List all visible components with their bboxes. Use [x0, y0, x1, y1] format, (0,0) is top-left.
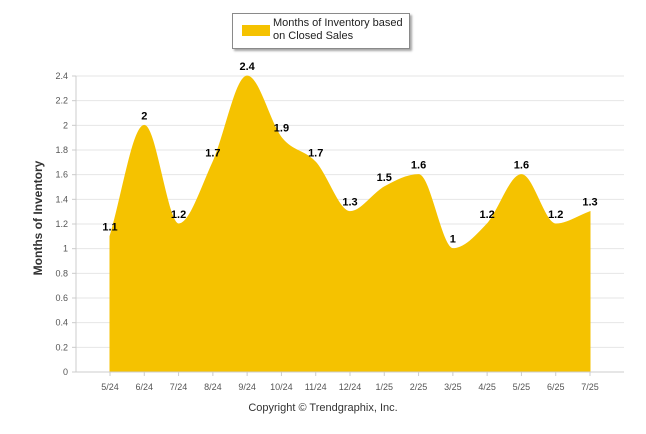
- data-label: 1.5: [377, 172, 392, 184]
- y-tick-label: 1.4: [55, 194, 68, 204]
- y-tick-label: 2: [63, 120, 68, 130]
- data-label: 1.1: [102, 221, 117, 233]
- x-tick-label: 1/25: [376, 382, 394, 392]
- legend-label: Months of Inventory based on Closed Sale…: [273, 17, 403, 42]
- y-tick-label: 1.2: [55, 219, 68, 229]
- data-label: 1.3: [342, 197, 357, 209]
- y-axis-title: Months of Inventory: [31, 160, 45, 276]
- axes: 0 0.2 0.4 0.6 0.8 1 1.2 1.4 1.6 1.8 2 2.2 2.4 5/24 6/2…: [55, 71, 624, 392]
- x-tick-label: 4/25: [478, 382, 496, 392]
- data-label: 1.6: [411, 160, 426, 172]
- legend-swatch: [242, 25, 270, 36]
- y-tick-label: 2.4: [55, 71, 68, 81]
- data-label: 1.3: [582, 197, 597, 209]
- x-tick-label: 8/24: [204, 382, 222, 392]
- x-tick-label: 7/24: [170, 382, 188, 392]
- data-label: 1.2: [171, 209, 186, 221]
- y-tick-label: 2.2: [55, 96, 68, 106]
- x-tick-label: 2/25: [410, 382, 428, 392]
- data-label: 1.2: [479, 209, 494, 221]
- data-label: 1: [450, 234, 456, 246]
- data-label: 1.7: [205, 147, 220, 159]
- x-tick-label: 5/24: [101, 382, 119, 392]
- x-tick-label: 9/24: [238, 382, 256, 392]
- legend[interactable]: Months of Inventory based on Closed Sale…: [232, 13, 410, 49]
- data-label: 1.6: [514, 160, 529, 172]
- x-tick-label: 5/25: [513, 382, 531, 392]
- data-labels: 1.1 2 1.2 1.7 2.4 1.9 1.7 1.3 1.5 1.6 1 1.2 1.6 1.2 1.…: [102, 61, 597, 246]
- data-label: 1.2: [548, 209, 563, 221]
- y-tick-label: 0.4: [55, 318, 68, 328]
- y-tick-label: 1.8: [55, 145, 68, 155]
- x-tick-label: 6/24: [136, 382, 154, 392]
- y-tick-label: 0.8: [55, 268, 68, 278]
- area-layer: [109, 75, 591, 373]
- x-tick-label: 11/24: [305, 382, 327, 392]
- copyright-text: Copyright © Trendgraphix, Inc.: [248, 402, 398, 414]
- x-tick-label: 3/25: [444, 382, 462, 392]
- data-label: 2.4: [239, 61, 255, 73]
- series-area: [109, 75, 591, 373]
- y-tick-label: 0.6: [55, 293, 68, 303]
- x-tick-label: 7/25: [581, 382, 599, 392]
- y-tick-label: 0: [63, 367, 68, 377]
- y-tick-label: 0.2: [55, 342, 68, 352]
- y-tick-label: 1: [63, 244, 68, 254]
- x-tick-label: 12/24: [339, 382, 362, 392]
- data-label: 2: [141, 110, 147, 122]
- x-tick-label: 10/24: [270, 382, 293, 392]
- y-tick-label: 1.6: [55, 170, 68, 180]
- data-label: 1.9: [274, 123, 289, 135]
- data-label: 1.7: [308, 147, 323, 159]
- x-tick-label: 6/25: [547, 382, 565, 392]
